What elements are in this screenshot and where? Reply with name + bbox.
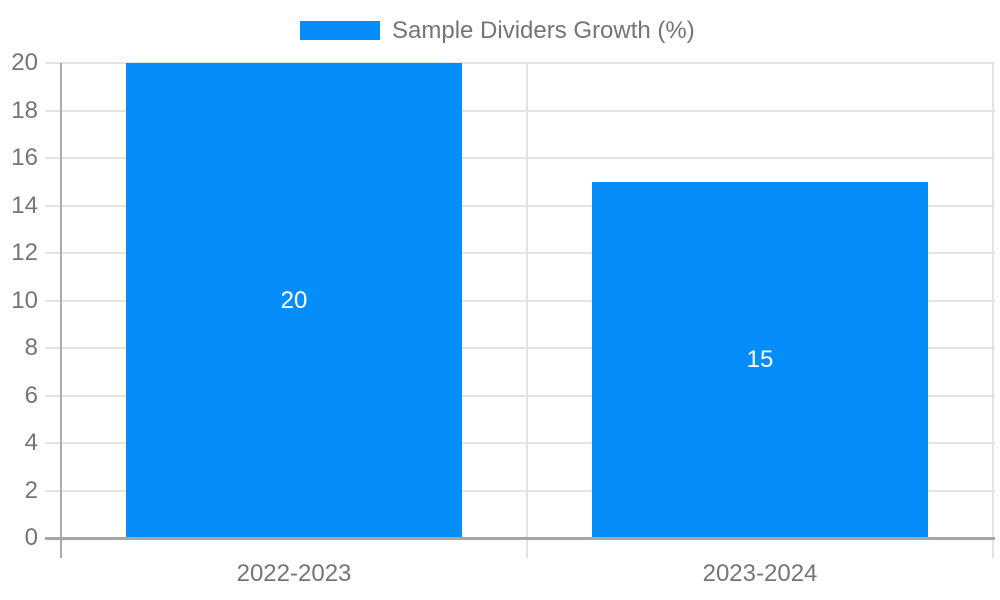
y-axis-line xyxy=(60,63,62,558)
plot-right-border xyxy=(992,63,994,558)
x-axis-category-label: 2022-2023 xyxy=(236,560,352,587)
y-axis-tick-label: 10 xyxy=(11,287,38,314)
gridline xyxy=(45,110,995,112)
y-axis-tick-label: 0 xyxy=(24,524,38,551)
gridline xyxy=(45,490,995,492)
y-axis-tick-label: 20 xyxy=(11,49,38,76)
y-axis-tick-label: 6 xyxy=(24,382,38,409)
x-axis-baseline xyxy=(45,537,995,540)
legend-label: Sample Dividers Growth (%) xyxy=(392,17,695,44)
bar-value-label: 20 xyxy=(280,287,308,314)
x-axis-category-label: 2023-2024 xyxy=(702,560,818,587)
gridline xyxy=(45,252,995,254)
bar-2023-2024[interactable] xyxy=(592,182,928,538)
gridline xyxy=(45,205,995,207)
y-axis-tick-label: 12 xyxy=(11,239,38,266)
gridline xyxy=(45,395,995,397)
gridline xyxy=(45,347,995,349)
legend-swatch xyxy=(300,21,380,40)
y-axis-tick-label: 8 xyxy=(24,334,38,361)
y-axis-tick-label: 2 xyxy=(24,477,38,504)
gridline xyxy=(45,157,995,159)
gridline xyxy=(45,62,995,64)
category-divider-line xyxy=(526,63,528,558)
bar-value-label: 15 xyxy=(746,346,774,373)
y-axis-tick-label: 18 xyxy=(11,97,38,124)
bar-2022-2023[interactable] xyxy=(126,63,462,538)
y-axis-tick-label: 4 xyxy=(24,429,38,456)
y-axis-tick-label: 16 xyxy=(11,144,38,171)
gridline xyxy=(45,300,995,302)
gridline xyxy=(45,442,995,444)
y-axis-tick-label: 14 xyxy=(11,192,38,219)
